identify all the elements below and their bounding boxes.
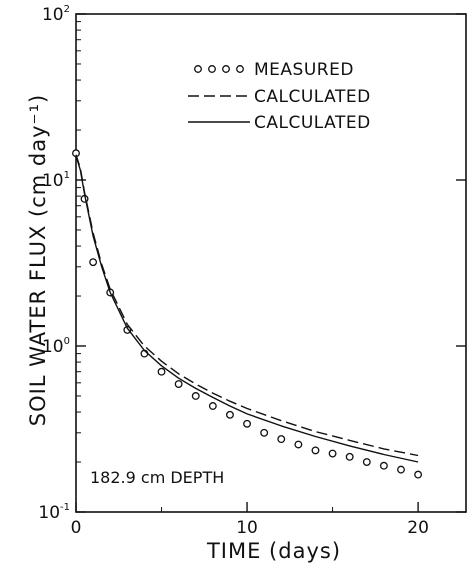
measured-point: [328, 449, 337, 458]
measured-point: [191, 392, 200, 400]
measured-point: [397, 465, 405, 474]
x-axis-title: TIME (days): [206, 539, 341, 563]
measured-point: [311, 446, 320, 455]
legend-label: CALCULATED: [254, 113, 371, 133]
measured-point: [89, 258, 98, 267]
y-axis-title: SOIL WATER FLUX (cm day⁻¹): [26, 94, 50, 427]
measured-point: [157, 367, 166, 376]
y-tick-label: 102: [42, 4, 70, 25]
calculated-dashed-line: [75, 154, 419, 457]
y-tick-label: 10-1: [38, 502, 70, 523]
x-tick-label: 0: [71, 518, 82, 538]
measured-point: [174, 380, 183, 388]
measured-point: [379, 461, 388, 470]
y-tick-label: 101: [42, 170, 70, 191]
legend-marker-circle: [222, 65, 230, 73]
measured-point: [225, 410, 234, 419]
legend-marker-circle: [208, 65, 216, 73]
y-tick-label: 100: [42, 336, 70, 357]
measured-point: [277, 435, 286, 444]
measured-point: [260, 428, 269, 437]
legend-label: CALCULATED: [254, 87, 371, 107]
measured-point: [294, 440, 303, 449]
legend-marker-circle: [194, 65, 202, 73]
measured-point: [208, 402, 217, 410]
legend-label: MEASURED: [254, 60, 354, 80]
annotation: 182.9 cm DEPTH: [90, 468, 224, 487]
legend-marker-circle: [236, 65, 244, 73]
calculated-solid-line: [75, 155, 419, 463]
measured-point: [362, 458, 371, 466]
measured-point: [243, 419, 252, 428]
plot-frame: [75, 13, 467, 513]
measured-point: [414, 470, 423, 479]
x-tick-label: 20: [407, 518, 429, 538]
x-tick-label: 10: [236, 518, 258, 538]
measured-point: [345, 452, 354, 461]
